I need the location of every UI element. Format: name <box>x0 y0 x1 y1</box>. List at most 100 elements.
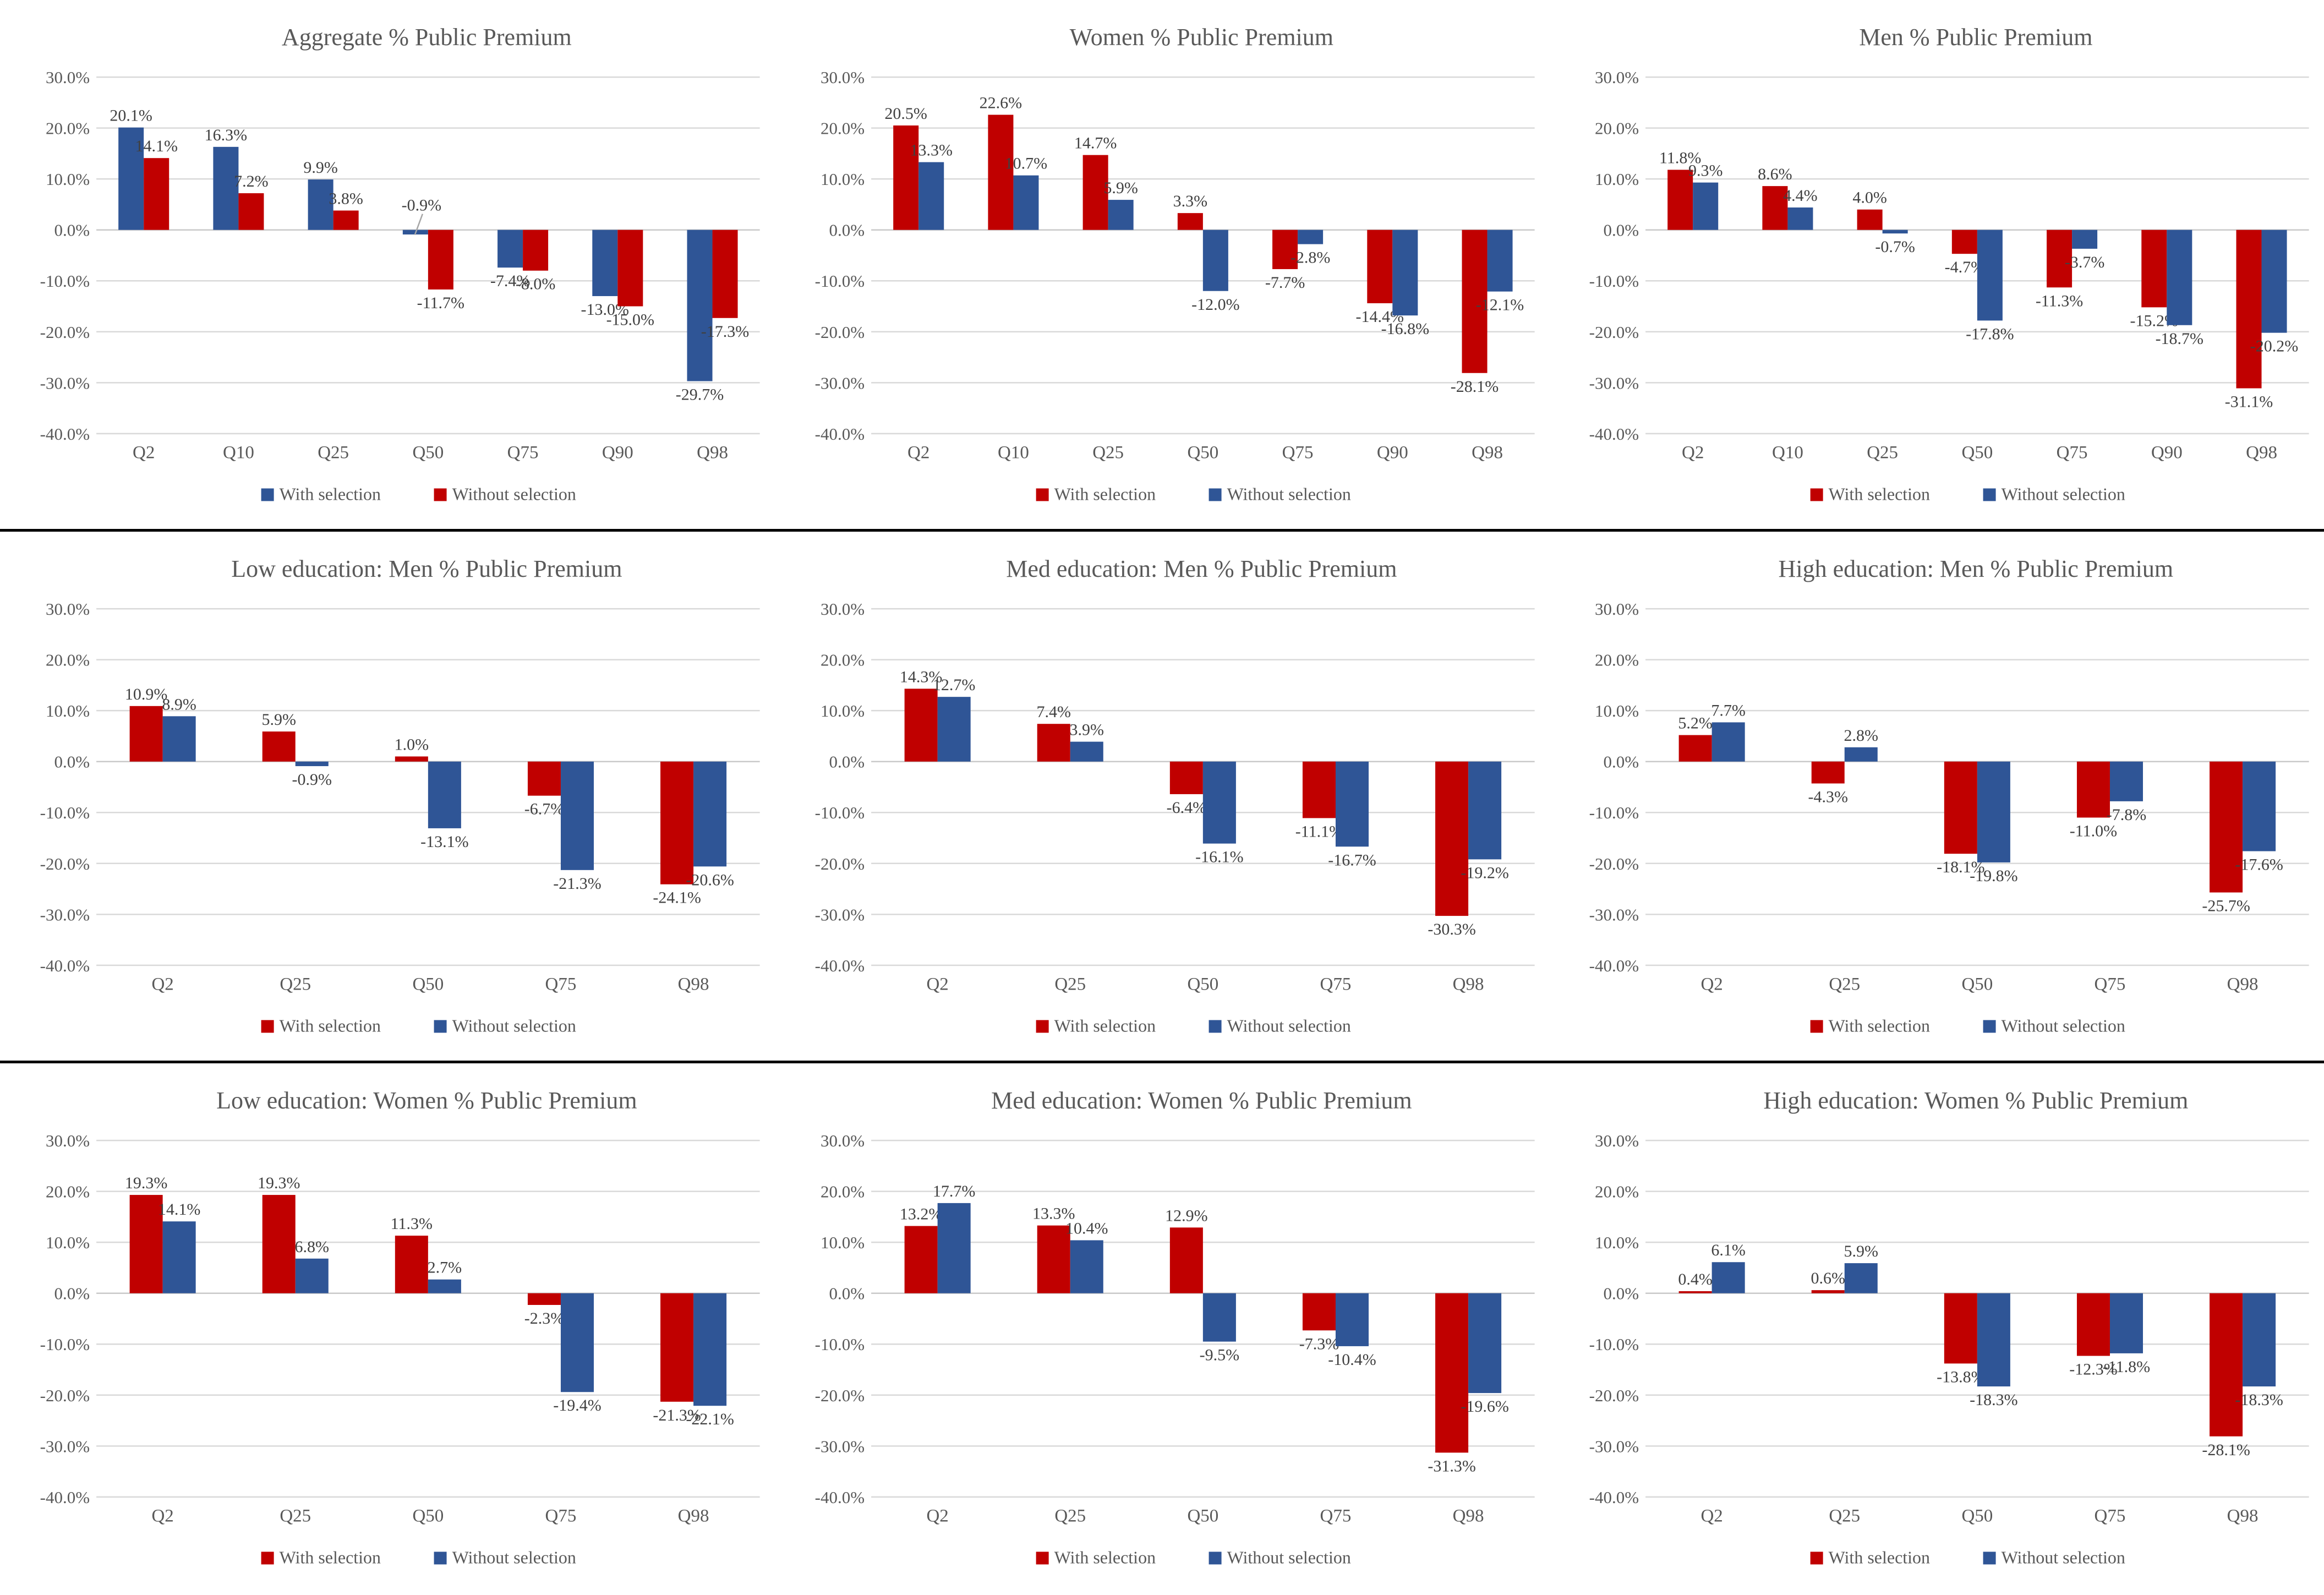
y-tick-label: -30.0% <box>40 905 90 924</box>
legend: With selection Without selection <box>1036 1547 1351 1567</box>
y-tick-label: 10.0% <box>1595 701 1639 720</box>
bar <box>118 127 144 230</box>
legend-label: With selection <box>1054 1015 1155 1035</box>
bar-chart-canvas: 30.0% 20.0% 10.0% 0.0% -10.0% -20.0% -30.0% -40… <box>1589 1087 2309 1567</box>
bar <box>1037 1225 1070 1293</box>
bar <box>937 697 971 762</box>
data-label: 9.9% <box>303 159 338 177</box>
bar <box>1487 230 1513 292</box>
y-tick-label: 0.0% <box>829 1284 865 1303</box>
data-label: 4.4% <box>1784 187 1818 205</box>
bar <box>1302 1293 1336 1331</box>
bar <box>2072 230 2098 249</box>
chart-row-1: 30.0% 20.0% 10.0% 0.0% -10.0% -20.0% -30.0% -40… <box>0 0 2324 532</box>
y-tick-label: 10.0% <box>46 1233 90 1252</box>
legend: With selection Without selection <box>261 1015 576 1035</box>
legend: With selection Without selection <box>1810 1547 2125 1567</box>
legend-swatch-without-selection <box>1209 488 1222 501</box>
x-category-label: Q2 <box>926 1506 948 1526</box>
legend-label: With selection <box>280 1015 381 1035</box>
y-tick-label: 0.0% <box>54 752 90 772</box>
bar <box>918 162 944 230</box>
bar <box>937 1203 971 1293</box>
y-tick-label: 0.0% <box>829 221 865 240</box>
data-label: -11.8% <box>2103 1358 2150 1376</box>
y-tick-label: 20.0% <box>1595 651 1639 670</box>
data-label: -0.7% <box>1875 238 1915 256</box>
x-category-label: Q2 <box>926 974 948 994</box>
y-tick-label: -20.0% <box>814 854 864 873</box>
data-label: 11.8% <box>1659 149 1701 167</box>
bar <box>1082 155 1108 230</box>
y-tick-label: -10.0% <box>40 271 90 291</box>
bar <box>904 1226 938 1293</box>
bar <box>2167 230 2192 325</box>
data-label: 0.4% <box>1678 1270 1713 1288</box>
legend: With selection Without selection <box>1036 1015 1351 1035</box>
y-tick-label: 30.0% <box>821 1131 865 1150</box>
legend-label: With selection <box>1054 484 1155 504</box>
x-category-label: Q90 <box>2151 443 2183 462</box>
x-category-label: Q50 <box>1962 1506 1993 1526</box>
data-label: -24.1% <box>653 889 701 907</box>
legend-swatch-with-selection <box>1036 1552 1049 1565</box>
y-tick-label: -40.0% <box>1589 424 1639 444</box>
bar <box>1711 1262 1745 1293</box>
bar <box>2243 1293 2276 1387</box>
chart-title: Women % Public Premium <box>1069 24 1333 51</box>
data-label: -11.1% <box>1295 822 1342 840</box>
legend-swatch-without-selection <box>1209 1552 1222 1565</box>
y-tick-label: -40.0% <box>40 1488 90 1507</box>
bar <box>428 230 453 289</box>
data-label: -19.2% <box>1461 864 1508 882</box>
data-label: -20.2% <box>2250 337 2298 356</box>
legend-label: Without selection <box>1227 1547 1350 1567</box>
y-tick-label: -40.0% <box>814 956 864 975</box>
bar <box>1711 722 1745 762</box>
bar <box>333 210 359 230</box>
x-category-label: Q90 <box>1377 443 1408 462</box>
x-category-label: Q98 <box>678 974 709 994</box>
chart-title: High education: Men % Public Premium <box>1779 555 2174 582</box>
bar <box>1169 1227 1203 1293</box>
bar <box>1944 1293 1978 1364</box>
y-tick-label: 10.0% <box>1595 1233 1639 1252</box>
x-category-label: Q50 <box>1187 1506 1218 1526</box>
data-label: 14.3% <box>900 668 943 686</box>
bar <box>1297 230 1323 244</box>
y-tick-label: -30.0% <box>1589 905 1639 924</box>
legend-swatch-with-selection <box>1036 1020 1049 1033</box>
y-tick-label: 30.0% <box>1595 1131 1639 1150</box>
bar <box>2210 1293 2243 1436</box>
data-label: 17.7% <box>933 1182 975 1200</box>
data-label: 14.7% <box>1074 134 1117 152</box>
x-category-label: Q98 <box>1452 974 1484 994</box>
data-label: -12.0% <box>1191 296 1239 314</box>
y-tick-label: -20.0% <box>40 854 90 873</box>
bar <box>904 689 938 762</box>
data-label: -18.1% <box>1937 858 1984 876</box>
bar <box>1169 761 1203 794</box>
legend-label: Without selection <box>2002 1547 2125 1567</box>
bar-chart-canvas: 30.0% 20.0% 10.0% 0.0% -10.0% -20.0% -30.0% -40… <box>40 24 760 504</box>
y-tick-label: -30.0% <box>1589 1436 1639 1456</box>
y-tick-label: -10.0% <box>1589 1335 1639 1354</box>
bar <box>2141 230 2167 308</box>
bar <box>893 125 918 230</box>
data-label: 19.3% <box>258 1174 300 1192</box>
x-category-label: Q75 <box>545 1506 577 1526</box>
x-category-label: Q50 <box>1187 974 1218 994</box>
y-tick-label: 20.0% <box>46 119 90 138</box>
bar <box>1678 1291 1712 1293</box>
bar <box>1845 1263 1878 1293</box>
data-label: 2.8% <box>1844 727 1879 745</box>
data-label: 8.6% <box>1758 165 1792 183</box>
x-category-label: Q98 <box>2227 974 2259 994</box>
y-tick-label: 10.0% <box>821 701 865 720</box>
data-label: -7.3% <box>1299 1335 1338 1353</box>
y-tick-label: 30.0% <box>821 599 865 619</box>
y-tick-label: -20.0% <box>1589 1386 1639 1405</box>
data-label: -31.3% <box>1428 1457 1475 1475</box>
y-tick-label: -20.0% <box>814 1386 864 1405</box>
data-label: -12.3% <box>2070 1361 2118 1379</box>
